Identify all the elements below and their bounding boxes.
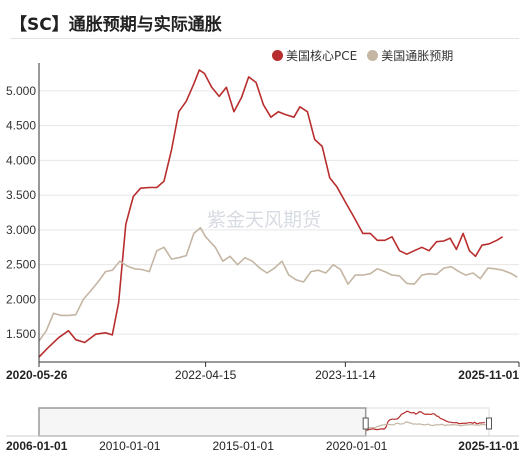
y-tick-label: 4.000 [6,153,36,167]
navigator-handle-right[interactable] [486,417,492,430]
legend-item-core-pce[interactable]: 美国核心PCE [272,47,357,64]
navigator-tick-label: 2015-01-01 [212,439,274,453]
y-tick-label: 3.000 [6,223,36,237]
navigator-selected-window [366,408,489,436]
watermark: 紫金天风期货 [207,209,321,231]
y-tick-label: 2.000 [6,292,36,306]
navigator-tick-label: 2020-01-01 [326,439,388,453]
y-tick-label: 5.000 [6,84,36,98]
y-tick-label: 4.500 [6,119,36,133]
navigator-tick-label: 2006-01-01 [6,439,68,453]
series-line-inflation-expectation [38,227,518,342]
axes: 1.500 2.000 2.500 3.000 3.500 4.000 4.500 5.000… [6,63,520,382]
y-tick-label: 1.500 [6,327,36,341]
chart-title: 【SC】通胀预期与实际通胀 [10,15,222,35]
legend-item-inflation-expectation[interactable]: 美国通胀预期 [367,47,453,64]
y-tick-label: 2.500 [6,258,36,272]
navigator-tick-label: 2010-01-01 [99,439,161,453]
navigator-line-core-pce [365,410,485,432]
navigator-tick-label: 2025-11-01 [458,439,519,453]
x-tick-label: 2020-05-26 [6,368,68,382]
x-tick-label: 2022-04-15 [175,368,237,382]
legend-marker [272,50,283,61]
navigator-unselected-region [38,407,367,437]
series-line-core-pce [38,69,504,358]
navigator-line-inflation-expectation [365,421,489,431]
legend-label: 美国核心PCE [286,49,358,63]
legend: 美国核心PCE 美国通胀预期 [272,47,463,64]
series-layer [38,69,518,358]
x-tick-label: 2023-11-14 [315,368,376,382]
legend-label: 美国通胀预期 [381,49,454,63]
y-tick-label: 3.500 [6,188,36,202]
legend-marker [367,50,379,61]
navigator: 2006-01-01 2010-01-01 2015-01-01 2020-01-01… [6,407,519,453]
navigator-handle-left[interactable] [362,417,369,430]
title-divider [10,38,519,39]
x-tick-label: 2025-11-01 [458,368,519,382]
